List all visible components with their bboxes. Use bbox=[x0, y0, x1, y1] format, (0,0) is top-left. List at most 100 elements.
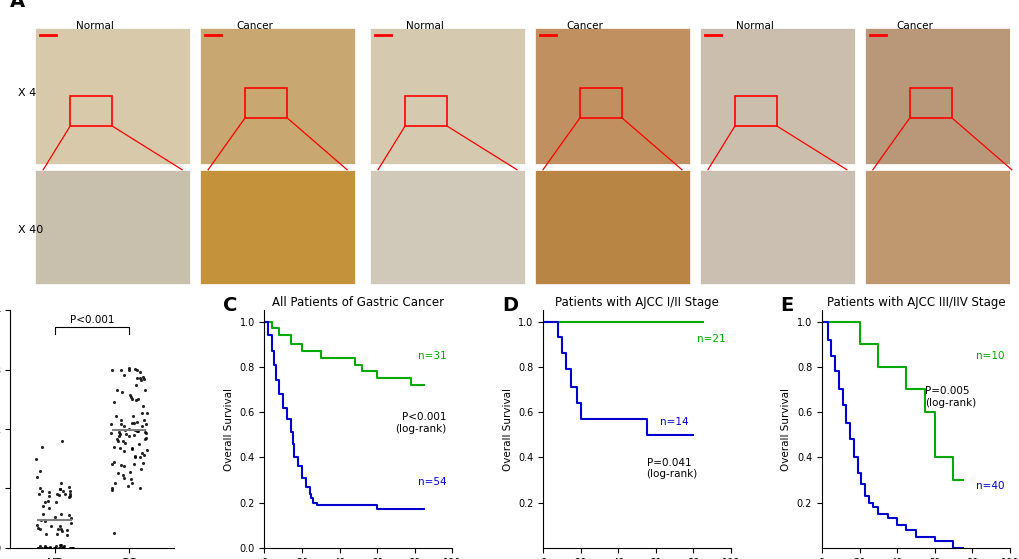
Y-axis label: Overall Survival: Overall Survival bbox=[502, 387, 512, 471]
Point bbox=[32, 541, 48, 550]
Point bbox=[133, 421, 150, 430]
Bar bbox=[200, 28, 355, 164]
Bar bbox=[35, 170, 190, 285]
Point bbox=[61, 492, 77, 501]
Bar bbox=[864, 28, 1019, 164]
Point bbox=[103, 419, 119, 428]
Point bbox=[129, 417, 146, 426]
Point bbox=[30, 543, 46, 552]
Point bbox=[138, 429, 154, 438]
Point bbox=[60, 510, 76, 519]
Text: C: C bbox=[223, 296, 237, 315]
Point bbox=[116, 421, 132, 430]
Point bbox=[54, 437, 70, 446]
Bar bbox=[699, 28, 854, 164]
Point bbox=[53, 510, 69, 519]
Point bbox=[106, 458, 122, 467]
Point bbox=[55, 487, 71, 496]
Point bbox=[128, 373, 145, 382]
Point bbox=[111, 444, 127, 453]
Point bbox=[116, 446, 132, 455]
Point bbox=[58, 525, 74, 534]
Bar bbox=[70, 96, 112, 126]
Text: Normal: Normal bbox=[736, 21, 773, 31]
Point bbox=[129, 427, 146, 436]
Point bbox=[131, 484, 148, 492]
Title: Patients with AJCC I/II Stage: Patients with AJCC I/II Stage bbox=[554, 296, 718, 309]
Point bbox=[119, 482, 136, 491]
Point bbox=[132, 376, 149, 385]
Point bbox=[48, 490, 64, 499]
Bar bbox=[734, 96, 776, 126]
Point bbox=[52, 541, 68, 549]
Point bbox=[64, 543, 81, 552]
Point bbox=[128, 395, 145, 404]
Point bbox=[108, 386, 124, 395]
Point bbox=[115, 473, 131, 482]
Point bbox=[110, 468, 126, 477]
Point bbox=[109, 437, 125, 446]
Point bbox=[62, 543, 78, 552]
Point bbox=[51, 543, 67, 552]
Point bbox=[53, 478, 69, 487]
Text: E: E bbox=[780, 296, 793, 315]
Point bbox=[41, 504, 57, 513]
Point bbox=[33, 515, 49, 524]
Point bbox=[107, 479, 123, 487]
Point bbox=[51, 543, 67, 552]
Point bbox=[126, 453, 143, 462]
Point bbox=[126, 418, 143, 427]
Point bbox=[122, 475, 139, 484]
Point bbox=[113, 461, 129, 470]
Point bbox=[126, 364, 143, 373]
Y-axis label: Overall Survival: Overall Survival bbox=[223, 387, 233, 471]
Point bbox=[133, 448, 150, 457]
Point bbox=[33, 524, 49, 533]
Point bbox=[117, 438, 133, 447]
Point bbox=[29, 520, 45, 529]
Point bbox=[104, 365, 120, 374]
Point bbox=[61, 489, 77, 498]
Point bbox=[128, 380, 145, 389]
Point bbox=[130, 439, 147, 448]
Point bbox=[114, 387, 130, 396]
Point bbox=[138, 434, 154, 443]
Point bbox=[56, 541, 72, 550]
Point bbox=[32, 466, 48, 475]
Text: n=21: n=21 bbox=[696, 334, 725, 344]
Point bbox=[38, 530, 54, 539]
Point bbox=[135, 401, 151, 410]
Text: n=40: n=40 bbox=[975, 481, 1003, 491]
Point bbox=[104, 486, 120, 495]
Point bbox=[49, 529, 65, 538]
Bar bbox=[535, 170, 689, 285]
Point bbox=[113, 366, 129, 375]
Point bbox=[133, 409, 150, 418]
Point bbox=[57, 490, 73, 499]
Point bbox=[129, 395, 146, 404]
Point bbox=[38, 543, 54, 552]
Point bbox=[29, 472, 45, 481]
Point bbox=[139, 409, 155, 418]
Point bbox=[118, 429, 135, 438]
Bar bbox=[405, 96, 446, 126]
Text: P=0.005
(log-rank): P=0.005 (log-rank) bbox=[924, 386, 975, 408]
Point bbox=[55, 543, 71, 552]
Point bbox=[64, 543, 81, 552]
Bar bbox=[370, 170, 525, 285]
Point bbox=[132, 374, 149, 383]
Point bbox=[47, 543, 63, 552]
Point bbox=[51, 491, 67, 500]
Point bbox=[116, 461, 132, 470]
Point bbox=[32, 484, 48, 492]
Point bbox=[37, 543, 53, 552]
Point bbox=[61, 486, 77, 495]
Point bbox=[39, 543, 55, 552]
Point bbox=[46, 543, 62, 552]
Point bbox=[62, 513, 78, 522]
Point bbox=[139, 446, 155, 455]
Point bbox=[125, 459, 142, 468]
Point bbox=[48, 498, 64, 506]
Point bbox=[35, 502, 51, 511]
Text: Normal: Normal bbox=[406, 21, 443, 31]
